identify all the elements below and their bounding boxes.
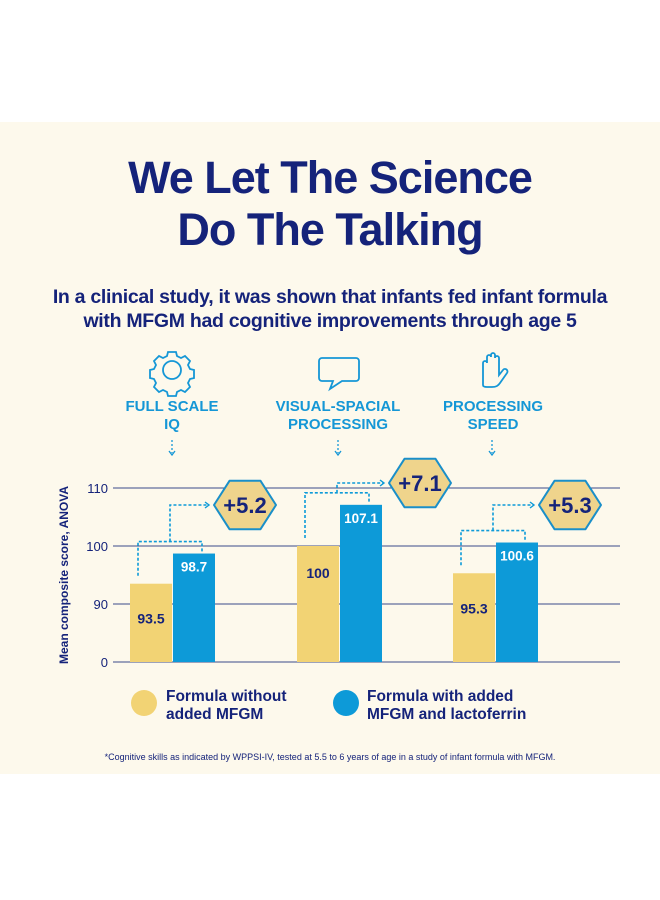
legend-swatch-without <box>131 690 157 716</box>
speech-bubble-icon <box>318 357 360 392</box>
bar-with-mfgm <box>340 504 382 662</box>
subtitle-line-2-text: with MFGM had cognitive improvements thr… <box>83 310 577 332</box>
difference-hexagon <box>388 457 452 509</box>
title-line-2: Do The Talking <box>0 204 660 256</box>
bar-value-label: 93.5 <box>137 611 164 627</box>
connector-line <box>460 504 534 566</box>
legend-label-without: Formula without added MFGM <box>166 688 287 723</box>
bar-with-mfgm <box>173 553 215 662</box>
bar-value-label: 100.6 <box>500 549 534 564</box>
bar-value-label: 100 <box>306 565 330 581</box>
difference-hexagon <box>538 479 602 531</box>
subtitle-line-1-text: In a clinical study, it was shown that i… <box>52 286 608 308</box>
subtitle-line-2: with MFGM had cognitive improvements thr… <box>0 309 660 333</box>
y-tick-label: 100 <box>86 539 108 554</box>
difference-label: +5.3 <box>548 493 591 518</box>
legend-swatch-with <box>333 690 359 716</box>
footnote: *Cognitive skills as indicated by WPPSI-… <box>0 752 660 762</box>
arrowhead-icon <box>204 501 211 509</box>
bar-value-label: 95.3 <box>460 600 487 616</box>
difference-hexagon <box>213 479 277 531</box>
connector-line <box>304 482 384 538</box>
bar-value-label: 98.7 <box>181 560 207 575</box>
category-processing-speed: PROCESSING SPEED <box>442 398 544 433</box>
connector-line <box>137 504 209 576</box>
bar-value-label: 107.1 <box>344 511 378 526</box>
bar-without-mfgm <box>130 583 172 662</box>
title-line-1: We Let The Science <box>0 152 660 204</box>
bar-with-mfgm <box>496 542 538 662</box>
legend-label-with: Formula with added MFGM and lactoferrin <box>367 688 527 723</box>
footnote-text: *Cognitive skills as indicated by WPPSI-… <box>104 752 556 762</box>
arrowhead-icon <box>488 450 496 457</box>
subtitle-line-1: In a clinical study, it was shown that i… <box>0 285 660 309</box>
title-line-1-text: We Let The Science <box>128 152 533 203</box>
category-visual-spacial: VISUAL-SPACIAL PROCESSING <box>275 398 401 433</box>
y-tick-label: 110 <box>87 481 108 496</box>
title-line-2-text: Do The Talking <box>177 204 483 255</box>
arrowhead-icon <box>379 479 386 487</box>
cream-panel <box>0 122 660 774</box>
arrowhead-icon <box>334 450 342 457</box>
hand-icon <box>482 352 509 388</box>
gear-icon <box>149 351 195 397</box>
y-tick-label: 0 <box>101 655 108 670</box>
arrowhead-icon <box>529 501 536 509</box>
difference-label: +5.2 <box>223 493 266 518</box>
arrowhead-icon <box>168 450 176 457</box>
y-tick-label: 90 <box>94 597 108 612</box>
bar-without-mfgm <box>297 546 339 662</box>
category-full-scale-iq: FULL SCALE IQ <box>125 398 219 433</box>
bar-without-mfgm <box>453 573 495 662</box>
difference-label: +7.1 <box>398 471 441 496</box>
y-axis-label: Mean composite score, ANOVA <box>57 486 71 664</box>
